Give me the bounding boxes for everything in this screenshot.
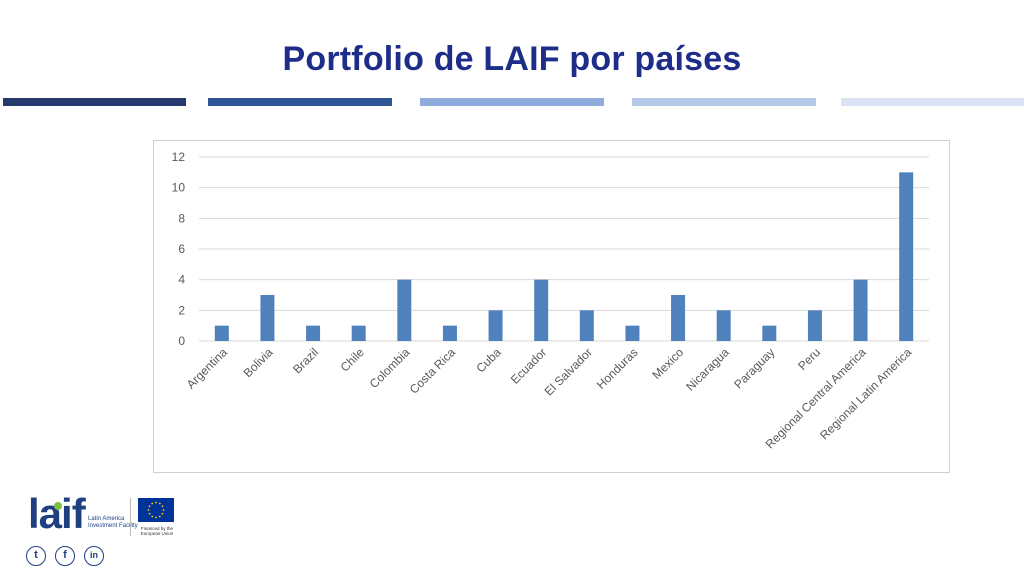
x-tick-label: Bolivia: [241, 345, 276, 380]
chart-frame: 0 2 4 6 8 10 12 Argentina Bolivia Brazil Chile Colo…: [153, 140, 950, 473]
bar-costa-rica: [442, 325, 457, 341]
linkedin-icon[interactable]: in: [84, 546, 104, 566]
bar-peru: [807, 310, 822, 341]
stripe-3: [420, 98, 604, 106]
y-tick-label: 4: [178, 273, 185, 287]
x-tick-label: Colombia: [367, 345, 413, 391]
bar-honduras: [625, 325, 640, 341]
x-tick-label: Cuba: [473, 345, 503, 375]
y-tick-label: 10: [172, 181, 186, 195]
bar-mexico: [671, 295, 686, 341]
bar-cuba: [488, 310, 503, 341]
stripe-4: [632, 98, 816, 106]
bar-chart: 0 2 4 6 8 10 12 Argentina Bolivia Brazil Chile Colo…: [172, 150, 929, 451]
bar-chile: [351, 325, 366, 341]
bar-colombia: [397, 279, 412, 341]
slide-title: Portfolio de LAIF por países: [282, 40, 742, 78]
x-tick-label: Honduras: [594, 345, 641, 392]
y-tick-label: 0: [178, 334, 185, 348]
bar-regional-latin-america: [899, 172, 914, 341]
x-tick-label: Peru: [795, 345, 823, 373]
x-tick-label: Regional Latin America: [817, 345, 914, 442]
y-tick-label: 6: [178, 242, 185, 256]
eu-flag-icon: [138, 498, 174, 522]
x-tick-label: Mexico: [649, 345, 686, 382]
x-tick-label: Costa Rica: [407, 345, 459, 397]
bar-paraguay: [762, 325, 777, 341]
bar-el-salvador: [579, 310, 594, 341]
y-tick-label: 2: [178, 303, 185, 317]
x-tick-label: Argentina: [184, 345, 230, 391]
y-tick-label: 12: [172, 150, 186, 164]
y-tick-label: 8: [178, 211, 185, 225]
bar-argentina: [214, 325, 229, 341]
logo-dot: [54, 502, 62, 510]
x-tick-label: Nicaragua: [683, 345, 732, 394]
stripe-5: [841, 98, 1024, 106]
eu-caption: Financed by the European Union: [140, 526, 174, 536]
bar-bolivia: [260, 295, 275, 341]
x-tick-label: Paraguay: [731, 345, 777, 391]
bar-brazil: [306, 325, 321, 341]
x-tick-label: El Salvador: [542, 345, 595, 398]
x-tick-label: Chile: [338, 345, 367, 374]
x-tick-label: Ecuador: [508, 345, 550, 387]
bar-ecuador: [534, 279, 549, 341]
logo-subtitle: Latin America Investment Facility: [88, 516, 138, 529]
logo-divider: [130, 498, 131, 536]
twitter-icon[interactable]: t: [26, 546, 46, 566]
logo-wordmark: laif: [28, 490, 86, 537]
facebook-icon[interactable]: f: [55, 546, 75, 566]
bar-regional-central-america: [853, 279, 868, 341]
x-tick-label: Brazil: [290, 345, 321, 376]
stripe-2: [208, 98, 392, 106]
bar-nicaragua: [716, 310, 731, 341]
stripe-1: [3, 98, 186, 106]
